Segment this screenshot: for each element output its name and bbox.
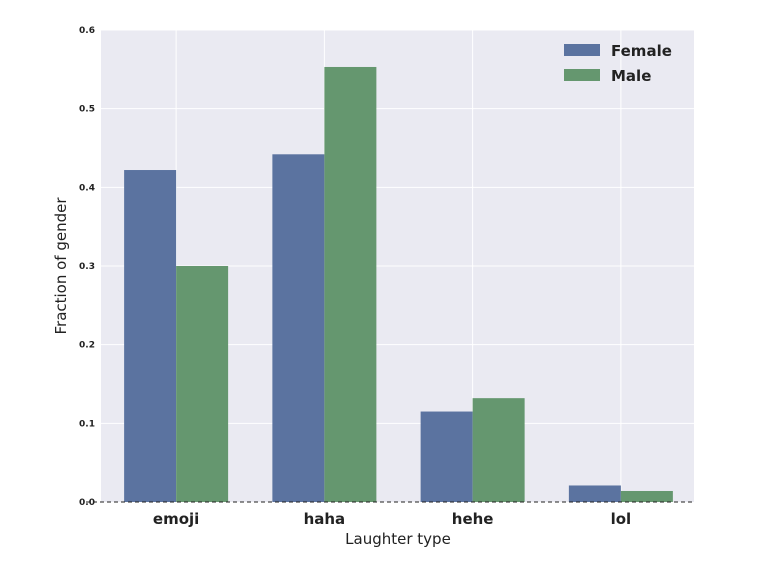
- bar-male-haha: [324, 66, 377, 503]
- x-axis-label: Laughter type: [345, 530, 451, 548]
- y-tick-label: 0.3: [79, 262, 95, 272]
- y-axis-label: Fraction of gender: [52, 197, 70, 335]
- bar-male-lol: [620, 490, 673, 502]
- y-tick-labels: 0.0 0.1 0.2 0.3 0.4 0.5 0.6: [79, 26, 95, 508]
- legend-swatch-female: [564, 44, 600, 56]
- x-tick-label: hehe: [452, 510, 494, 528]
- y-tick-label: 0.2: [79, 341, 95, 351]
- bar-male-emoji: [176, 266, 229, 502]
- y-tick-label: 0.4: [79, 183, 95, 193]
- bar-female-haha: [272, 154, 325, 502]
- x-tick-label: haha: [304, 510, 346, 528]
- y-tick-label: 0.6: [79, 26, 95, 36]
- legend-label-female: Female: [611, 42, 672, 60]
- x-tick-label: lol: [611, 510, 632, 528]
- x-tick-labels: emoji haha hehe lol: [153, 510, 631, 528]
- y-tick-label: 0.0: [79, 498, 95, 508]
- bar-female-lol: [568, 485, 621, 502]
- y-tick-label: 0.5: [79, 105, 95, 115]
- bar-female-hehe: [420, 411, 473, 502]
- legend-label-male: Male: [611, 67, 651, 85]
- legend: Female Male: [564, 42, 672, 85]
- bar-male-hehe: [472, 398, 525, 502]
- y-tick-label: 0.1: [79, 419, 95, 429]
- bars: [124, 66, 673, 503]
- bar-female-emoji: [124, 170, 177, 502]
- legend-swatch-male: [564, 69, 600, 81]
- x-tick-label: emoji: [153, 510, 199, 528]
